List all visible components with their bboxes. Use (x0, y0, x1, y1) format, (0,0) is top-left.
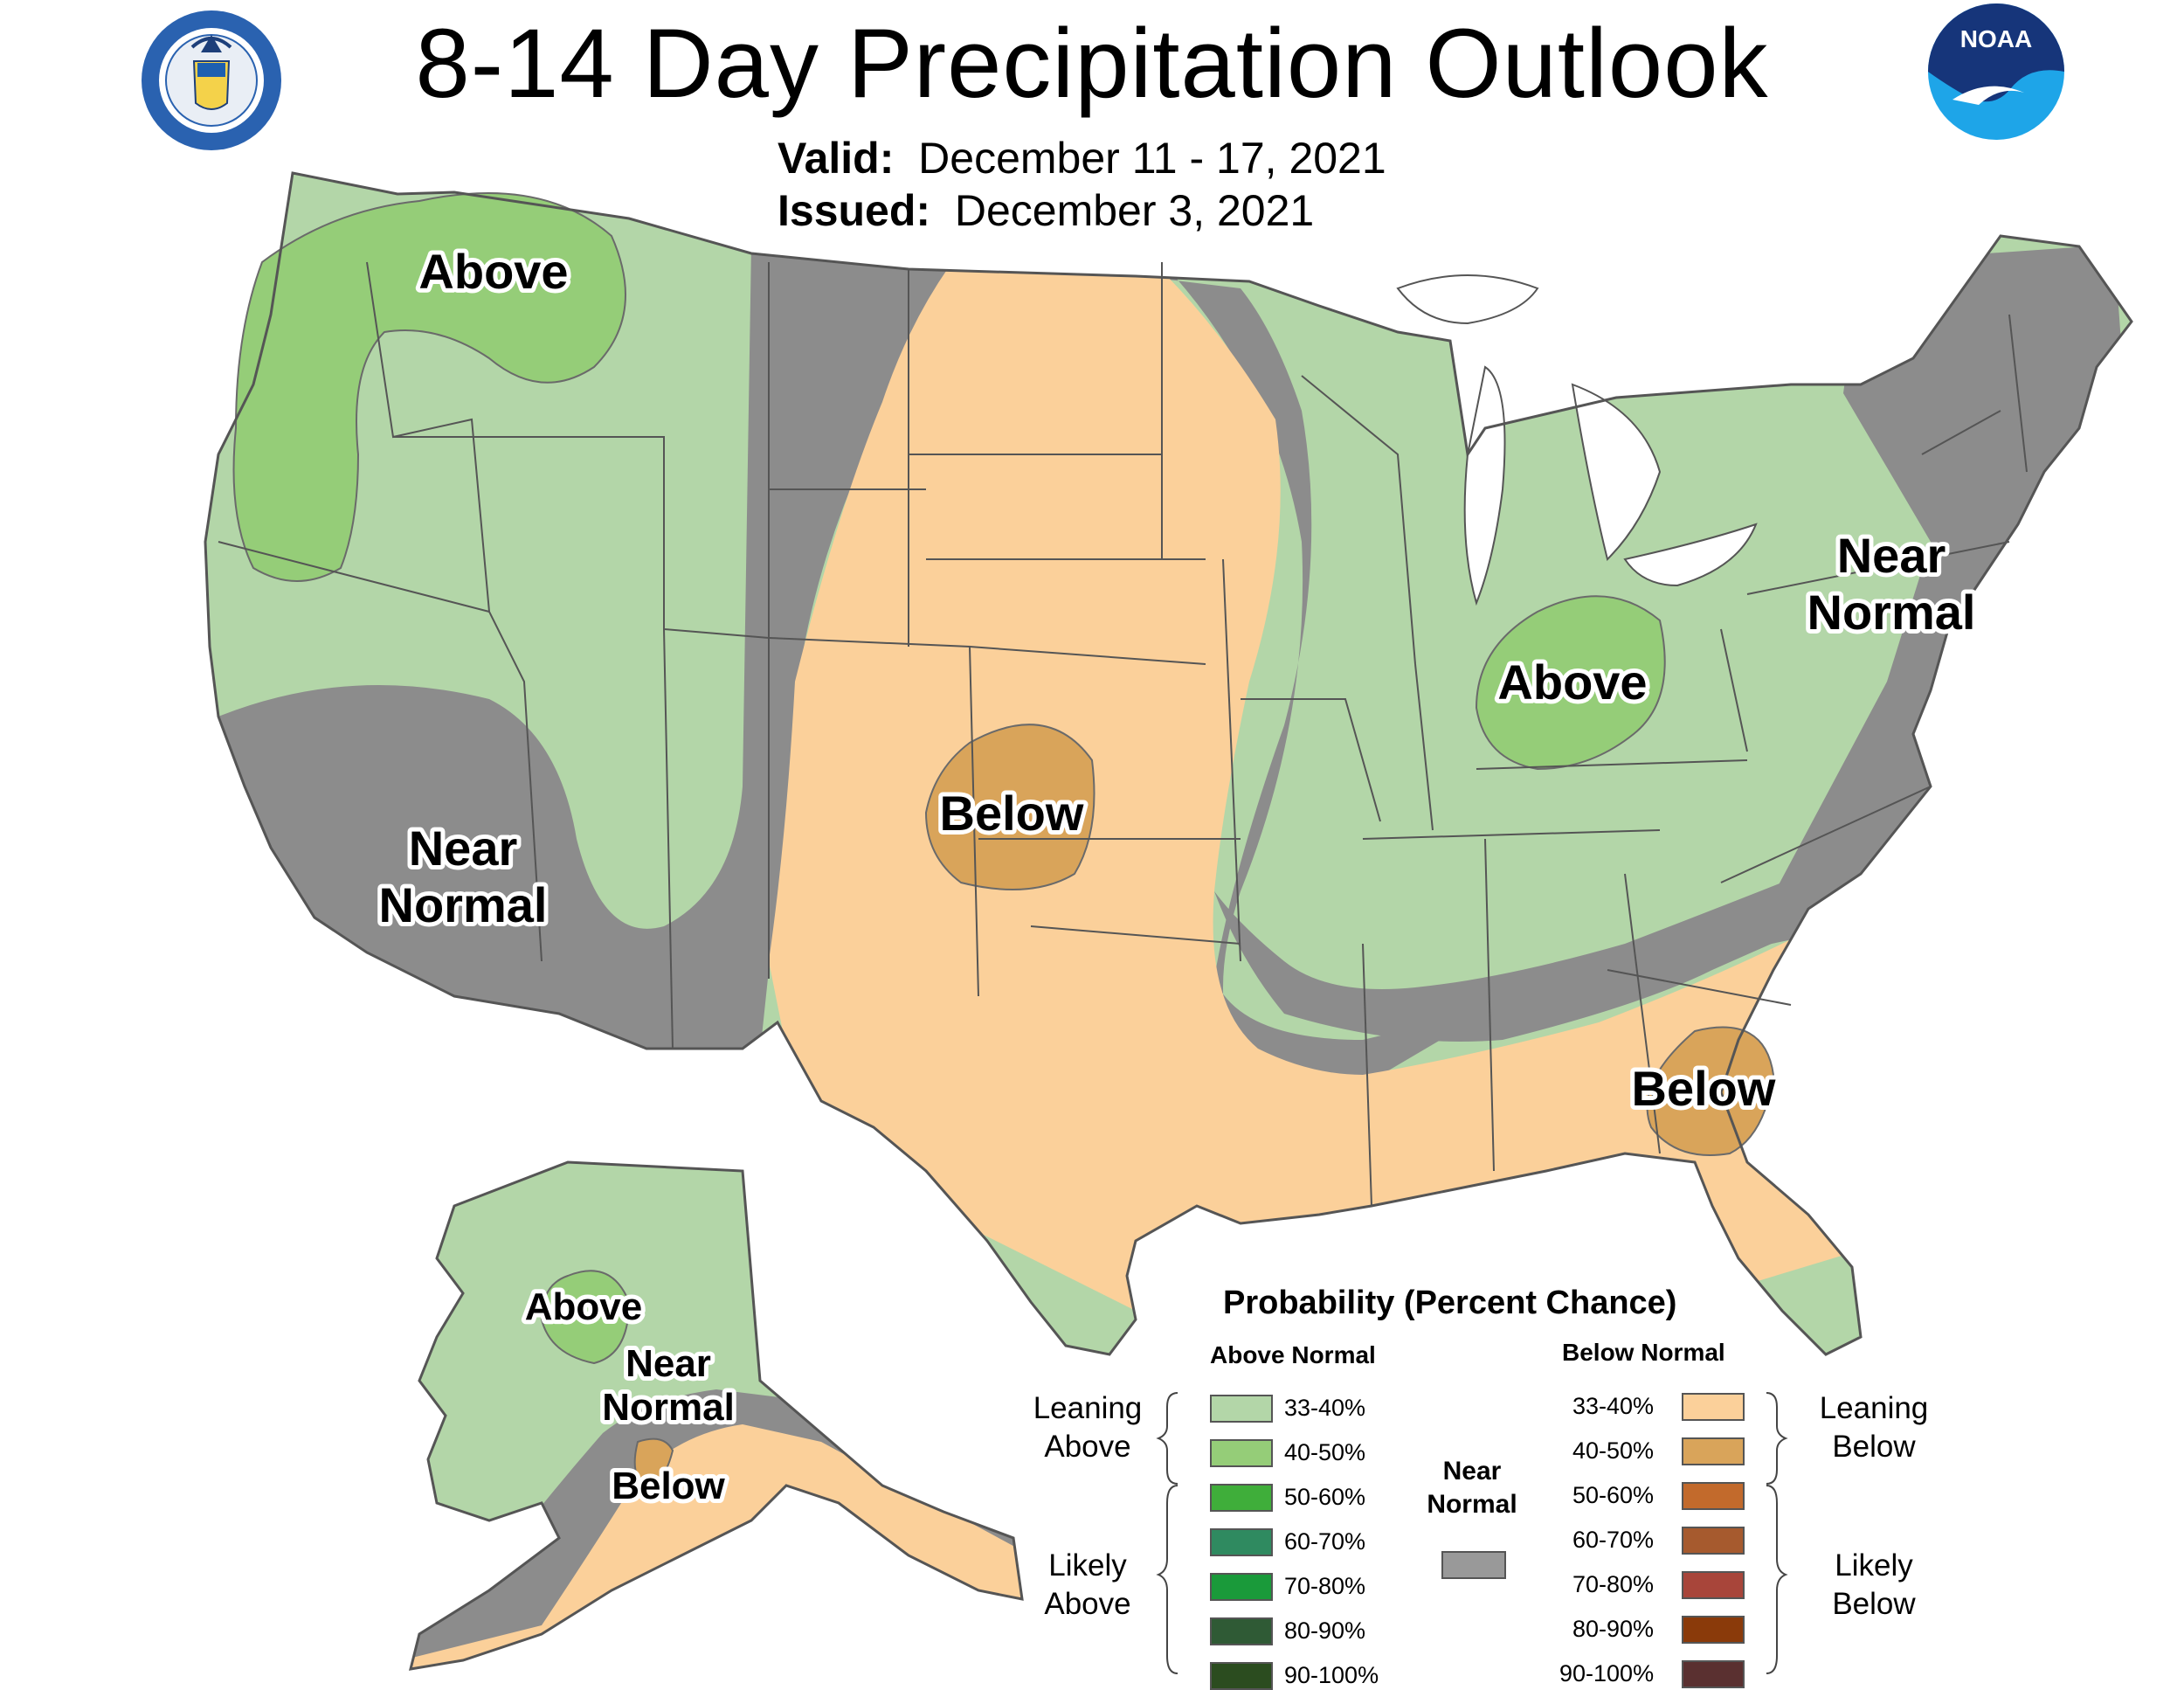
legend-above-swatch-3 (1210, 1484, 1273, 1512)
legend-above-swatch-4 (1210, 1528, 1273, 1556)
label-near-normal-northeast-2: Normal (1807, 585, 1976, 640)
label-alaska-near-2: Normal (602, 1386, 735, 1429)
legend-above-pct-5: 70-80% (1284, 1573, 1366, 1599)
valid-dates: Valid: December 11 - 17, 2021 (778, 133, 1386, 184)
noaa-logo-text: NOAA (1960, 25, 2032, 52)
legend-likely-below-label: Likely Below (1832, 1548, 1916, 1621)
legend-below-pct-3: 50-60% (1572, 1482, 1655, 1508)
near-normal-southern-band (1214, 865, 1878, 1042)
below-braces-icon (1766, 1392, 1788, 1674)
legend-above-pct-7: 90-100% (1284, 1662, 1379, 1688)
legend-title: Probability (Percent Chance) (1223, 1285, 1677, 1321)
legend-below-swatch-3 (1682, 1482, 1745, 1510)
above-40-50-ohio-valley (1475, 595, 1666, 771)
legend-near-normal-label: Near Normal (1427, 1457, 1517, 1519)
above-40-50-pacific-northwest (232, 192, 626, 582)
legend-near-normal-swatch (1441, 1551, 1506, 1579)
legend-above-pct-6: 80-90% (1284, 1617, 1366, 1644)
legend-above-swatch-6 (1210, 1617, 1273, 1645)
issued-value: December 3, 2021 (954, 186, 1315, 235)
label-below-plains: Below (940, 786, 1084, 841)
legend-below-pct-5: 70-80% (1572, 1571, 1655, 1597)
legend-above-pct-4: 60-70% (1284, 1528, 1366, 1555)
legend-below-swatch-7 (1682, 1660, 1745, 1688)
legend-below-pct-2: 40-50% (1572, 1437, 1655, 1464)
label-above-pacific-nw: Above (418, 244, 568, 299)
lake-erie (1623, 523, 1758, 587)
label-near-normal-southwest-2: Normal (379, 877, 548, 932)
legend-below-header: Below Normal (1562, 1339, 1725, 1366)
lake-superior (1396, 274, 1539, 325)
legend-above-swatch-5 (1210, 1573, 1273, 1601)
legend-below-pct-1: 33-40% (1572, 1393, 1655, 1419)
legend-above-swatch-1 (1210, 1395, 1273, 1423)
noaa-logo-icon: NOAA (1928, 3, 2064, 140)
label-near-normal-southwest-1: Near (409, 821, 518, 876)
legend-below-swatch-1 (1682, 1393, 1745, 1421)
legend-above-swatch-2 (1210, 1439, 1273, 1467)
above-braces-icon (1156, 1392, 1178, 1674)
legend-leaning-above-label: Leaning Above (1033, 1391, 1143, 1464)
legend-below-pct-4: 60-70% (1572, 1527, 1655, 1553)
legend-leaning-below-label: Leaning Below (1819, 1391, 1929, 1464)
alaska-above-40-50 (540, 1270, 631, 1365)
alaska-below-40-50 (633, 1437, 674, 1487)
valid-label: Valid: (778, 134, 895, 183)
legend-above-header: Above Normal (1210, 1341, 1376, 1368)
legend-below-swatch-4 (1682, 1527, 1745, 1555)
legend-below-swatch-5 (1682, 1571, 1745, 1599)
legend-above-pct-3: 50-60% (1284, 1484, 1366, 1510)
label-near-normal-northeast-1: Near (1837, 528, 1946, 583)
alaska-outline (408, 1160, 1024, 1671)
legend-below-swatch-2 (1682, 1437, 1745, 1465)
legend-below-swatch-6 (1682, 1616, 1745, 1644)
valid-value: December 11 - 17, 2021 (918, 134, 1386, 183)
issued-date: Issued: December 3, 2021 (778, 185, 1314, 236)
label-alaska-below: Below (612, 1465, 725, 1507)
label-alaska-near-1: Near (625, 1342, 711, 1385)
legend-above-pct-2: 40-50% (1284, 1439, 1366, 1465)
label-alaska-above: Above (525, 1285, 642, 1328)
below-40-50-plains (924, 724, 1095, 890)
issued-label: Issued: (778, 186, 931, 235)
legend-above-pct-1: 33-40% (1284, 1395, 1366, 1421)
legend-likely-above-label: Likely Above (1044, 1548, 1131, 1621)
conus-outline (204, 171, 2133, 1356)
map-title: 8-14 Day Precipitation Outlook (415, 9, 1769, 118)
legend-below-pct-7: 90-100% (1559, 1660, 1655, 1687)
below-40-50-southeast (1646, 1026, 1775, 1156)
legend-above-swatch-7 (1210, 1662, 1273, 1690)
label-above-ohio-valley: Above (1497, 655, 1647, 710)
commerce-seal-icon (142, 10, 281, 150)
state-borders (218, 261, 2028, 1207)
label-below-southeast: Below (1632, 1061, 1776, 1116)
lake-huron (1571, 383, 1662, 561)
legend-below-pct-6: 80-90% (1572, 1616, 1655, 1642)
